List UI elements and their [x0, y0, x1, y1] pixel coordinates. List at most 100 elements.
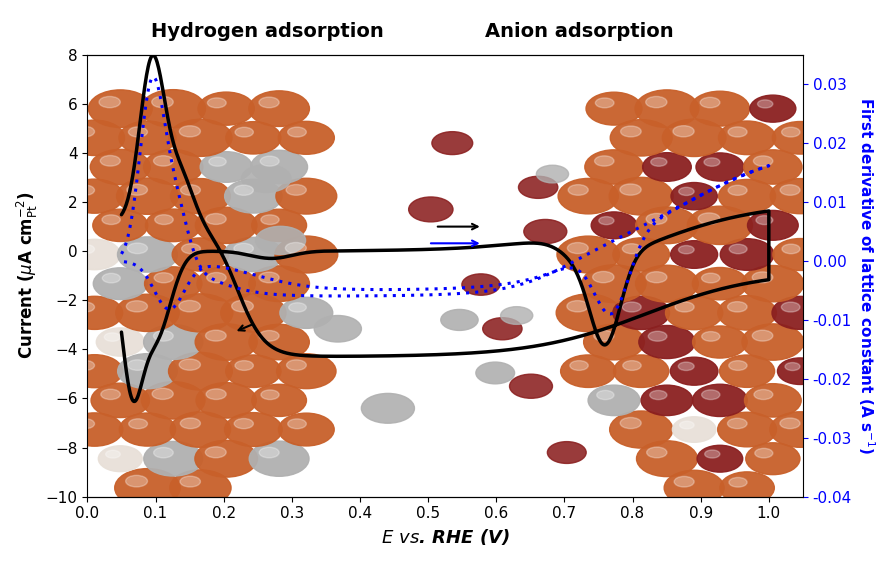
Ellipse shape: [278, 413, 334, 446]
Ellipse shape: [90, 149, 151, 185]
Ellipse shape: [154, 215, 173, 224]
Ellipse shape: [671, 241, 718, 268]
Ellipse shape: [409, 197, 453, 222]
Ellipse shape: [127, 301, 147, 312]
Ellipse shape: [636, 265, 698, 302]
Ellipse shape: [641, 385, 693, 415]
Ellipse shape: [673, 417, 716, 442]
Ellipse shape: [648, 331, 667, 341]
Ellipse shape: [261, 390, 279, 400]
Ellipse shape: [91, 383, 150, 418]
Ellipse shape: [752, 330, 772, 341]
Ellipse shape: [118, 353, 178, 389]
Ellipse shape: [704, 158, 720, 166]
Ellipse shape: [690, 91, 749, 126]
Ellipse shape: [76, 360, 95, 370]
Ellipse shape: [747, 210, 798, 240]
Ellipse shape: [64, 120, 125, 156]
Ellipse shape: [675, 302, 694, 312]
Ellipse shape: [700, 97, 720, 108]
Ellipse shape: [646, 271, 667, 283]
Ellipse shape: [152, 96, 173, 108]
Ellipse shape: [194, 440, 258, 477]
Ellipse shape: [179, 359, 201, 370]
Ellipse shape: [119, 121, 176, 155]
Ellipse shape: [101, 389, 120, 400]
Ellipse shape: [718, 413, 777, 447]
Ellipse shape: [169, 119, 232, 156]
Ellipse shape: [705, 450, 720, 458]
Ellipse shape: [671, 183, 717, 210]
X-axis label: $E$ $vs$. RHE (V): $E$ $vs$. RHE (V): [381, 527, 509, 547]
Text: Anion adsorption: Anion adsorption: [485, 22, 674, 42]
Ellipse shape: [289, 303, 306, 312]
Ellipse shape: [76, 302, 95, 312]
Ellipse shape: [781, 302, 800, 312]
Ellipse shape: [637, 441, 698, 477]
Ellipse shape: [361, 393, 415, 423]
Ellipse shape: [623, 361, 641, 370]
Ellipse shape: [198, 92, 254, 125]
Ellipse shape: [651, 158, 667, 166]
Ellipse shape: [772, 238, 827, 270]
Ellipse shape: [729, 361, 747, 370]
Ellipse shape: [205, 330, 227, 341]
Ellipse shape: [117, 178, 178, 214]
Ellipse shape: [145, 209, 201, 242]
Ellipse shape: [232, 300, 253, 312]
Ellipse shape: [635, 90, 698, 128]
Ellipse shape: [649, 391, 667, 400]
Ellipse shape: [74, 126, 95, 137]
Ellipse shape: [205, 447, 227, 458]
Ellipse shape: [249, 324, 310, 360]
Ellipse shape: [234, 243, 253, 253]
Ellipse shape: [586, 92, 642, 125]
Y-axis label: First derivative of lattice constant (A s$^{-1}$): First derivative of lattice constant (A …: [856, 97, 877, 454]
Ellipse shape: [678, 362, 694, 370]
Ellipse shape: [226, 355, 281, 387]
Ellipse shape: [720, 239, 774, 270]
Ellipse shape: [252, 209, 307, 242]
Ellipse shape: [115, 469, 180, 507]
Ellipse shape: [249, 91, 310, 126]
Ellipse shape: [595, 156, 614, 166]
Ellipse shape: [206, 214, 227, 224]
Ellipse shape: [98, 446, 142, 472]
Ellipse shape: [665, 296, 723, 330]
Ellipse shape: [742, 324, 804, 360]
Ellipse shape: [673, 126, 694, 137]
Ellipse shape: [524, 219, 566, 243]
Ellipse shape: [620, 184, 641, 195]
Ellipse shape: [207, 273, 227, 283]
Ellipse shape: [88, 90, 153, 128]
Ellipse shape: [623, 244, 641, 253]
Ellipse shape: [670, 357, 718, 385]
Ellipse shape: [613, 238, 670, 271]
Ellipse shape: [718, 296, 776, 330]
Ellipse shape: [567, 243, 588, 253]
Ellipse shape: [209, 157, 227, 166]
Ellipse shape: [756, 216, 772, 225]
Ellipse shape: [557, 294, 620, 332]
Ellipse shape: [780, 418, 800, 429]
Ellipse shape: [609, 411, 673, 448]
Ellipse shape: [275, 236, 338, 273]
Ellipse shape: [153, 156, 173, 166]
Ellipse shape: [698, 213, 720, 224]
Ellipse shape: [614, 355, 669, 387]
Ellipse shape: [102, 215, 120, 225]
Ellipse shape: [636, 207, 698, 244]
Ellipse shape: [781, 127, 800, 137]
Ellipse shape: [172, 238, 228, 271]
Ellipse shape: [742, 265, 804, 302]
Ellipse shape: [772, 296, 828, 329]
Ellipse shape: [719, 179, 776, 213]
Ellipse shape: [251, 150, 308, 184]
Ellipse shape: [225, 179, 282, 213]
Ellipse shape: [169, 352, 232, 390]
Y-axis label: Current ($\mu$A cm$^{-2}_{\rm Pt}$): Current ($\mu$A cm$^{-2}_{\rm Pt}$): [15, 192, 40, 359]
Ellipse shape: [276, 178, 337, 214]
Ellipse shape: [208, 98, 227, 108]
Ellipse shape: [674, 477, 694, 487]
Ellipse shape: [620, 418, 641, 429]
